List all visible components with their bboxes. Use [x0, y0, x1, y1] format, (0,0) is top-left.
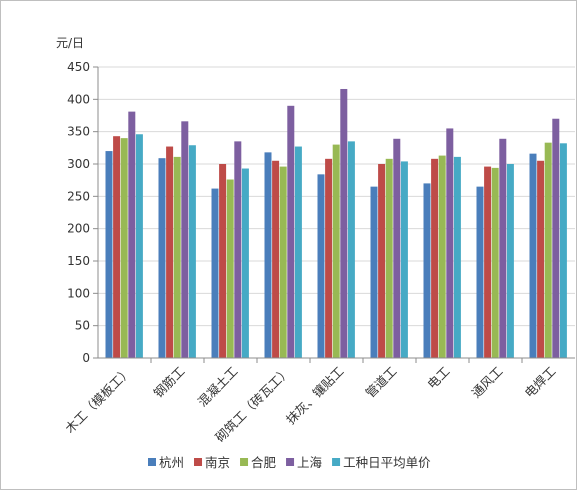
y-tick-label: 450 — [67, 60, 90, 74]
bar — [476, 186, 484, 358]
bar — [423, 183, 431, 358]
y-tick-label: 350 — [67, 125, 90, 139]
bar — [552, 118, 560, 358]
legend-item: 上海 — [286, 455, 323, 470]
bar — [529, 153, 537, 358]
y-unit-label: 元/日 — [56, 36, 84, 50]
bars — [105, 88, 567, 359]
x-tick-label: 管道工 — [362, 364, 399, 401]
y-tick-label: 300 — [67, 157, 90, 171]
bar — [264, 152, 272, 358]
bar — [226, 179, 234, 358]
legend-swatch — [332, 458, 341, 466]
bar — [128, 111, 136, 359]
x-tick-label: 混凝土工 — [195, 364, 241, 410]
x-tick-label: 电焊工 — [521, 364, 558, 401]
y-tick-label: 200 — [67, 222, 90, 236]
bar — [484, 166, 492, 358]
y-tick-label: 50 — [75, 319, 90, 333]
y-tick-label: 150 — [67, 254, 90, 268]
x-tick-label: 通风工 — [468, 364, 505, 401]
legend-swatch — [240, 458, 249, 466]
legend-label: 上海 — [297, 455, 323, 470]
legend-item: 合肥 — [240, 455, 277, 470]
bar — [431, 158, 439, 358]
bar — [279, 166, 287, 358]
bar — [294, 146, 302, 358]
bar — [559, 143, 567, 358]
bar — [317, 174, 325, 358]
bar — [211, 188, 219, 358]
bar — [120, 138, 128, 358]
bar — [272, 160, 280, 358]
bar — [506, 164, 514, 358]
bar — [393, 138, 401, 358]
bar — [385, 158, 393, 358]
bar — [219, 164, 227, 358]
legend-label: 合肥 — [251, 455, 277, 470]
bar — [241, 168, 249, 358]
bar — [173, 156, 181, 358]
bar — [332, 144, 340, 358]
bar — [287, 105, 295, 358]
legend-item: 杭州 — [148, 455, 184, 470]
bar — [158, 158, 166, 358]
bar — [340, 88, 348, 358]
legend-item: 南京 — [194, 455, 230, 470]
bar — [544, 142, 552, 358]
x-tick-label: 电工 — [424, 364, 452, 392]
bar — [234, 141, 242, 358]
bar — [499, 138, 507, 358]
y-tick-labels: 0 50 100 150 200 250 300 350 400 450 — [67, 60, 90, 365]
legend-item: 工种日平均单价 — [332, 455, 431, 470]
legend-swatch — [148, 458, 156, 466]
bar — [188, 145, 196, 358]
bar — [166, 146, 174, 358]
y-tick-label: 250 — [67, 189, 90, 203]
bar — [453, 156, 461, 358]
y-tick-label: 0 — [82, 351, 90, 365]
bar — [378, 164, 386, 358]
bar — [181, 121, 189, 358]
bar — [438, 155, 446, 358]
bar — [446, 128, 454, 358]
legend-swatch — [194, 458, 203, 466]
axes — [97, 67, 575, 363]
legend-label: 工种日平均单价 — [343, 455, 431, 470]
bar — [113, 136, 121, 358]
x-tick-label: 木工（模板工） — [62, 364, 134, 436]
bar — [135, 134, 143, 358]
bar — [491, 167, 499, 358]
bar — [537, 160, 545, 358]
legend-swatch — [286, 458, 295, 466]
legend-label: 杭州 — [159, 455, 184, 470]
y-tick-label: 400 — [67, 92, 90, 106]
bar — [400, 161, 408, 358]
bar — [325, 158, 333, 358]
legend-label: 南京 — [205, 455, 230, 470]
bar — [347, 141, 355, 358]
bar — [370, 186, 378, 358]
x-tick-label: 钢筋工 — [150, 364, 187, 401]
legend: 杭州 南京 合肥 上海 工种日平均单价 — [148, 455, 431, 470]
bar — [105, 151, 113, 358]
y-tick-label: 100 — [67, 286, 90, 300]
